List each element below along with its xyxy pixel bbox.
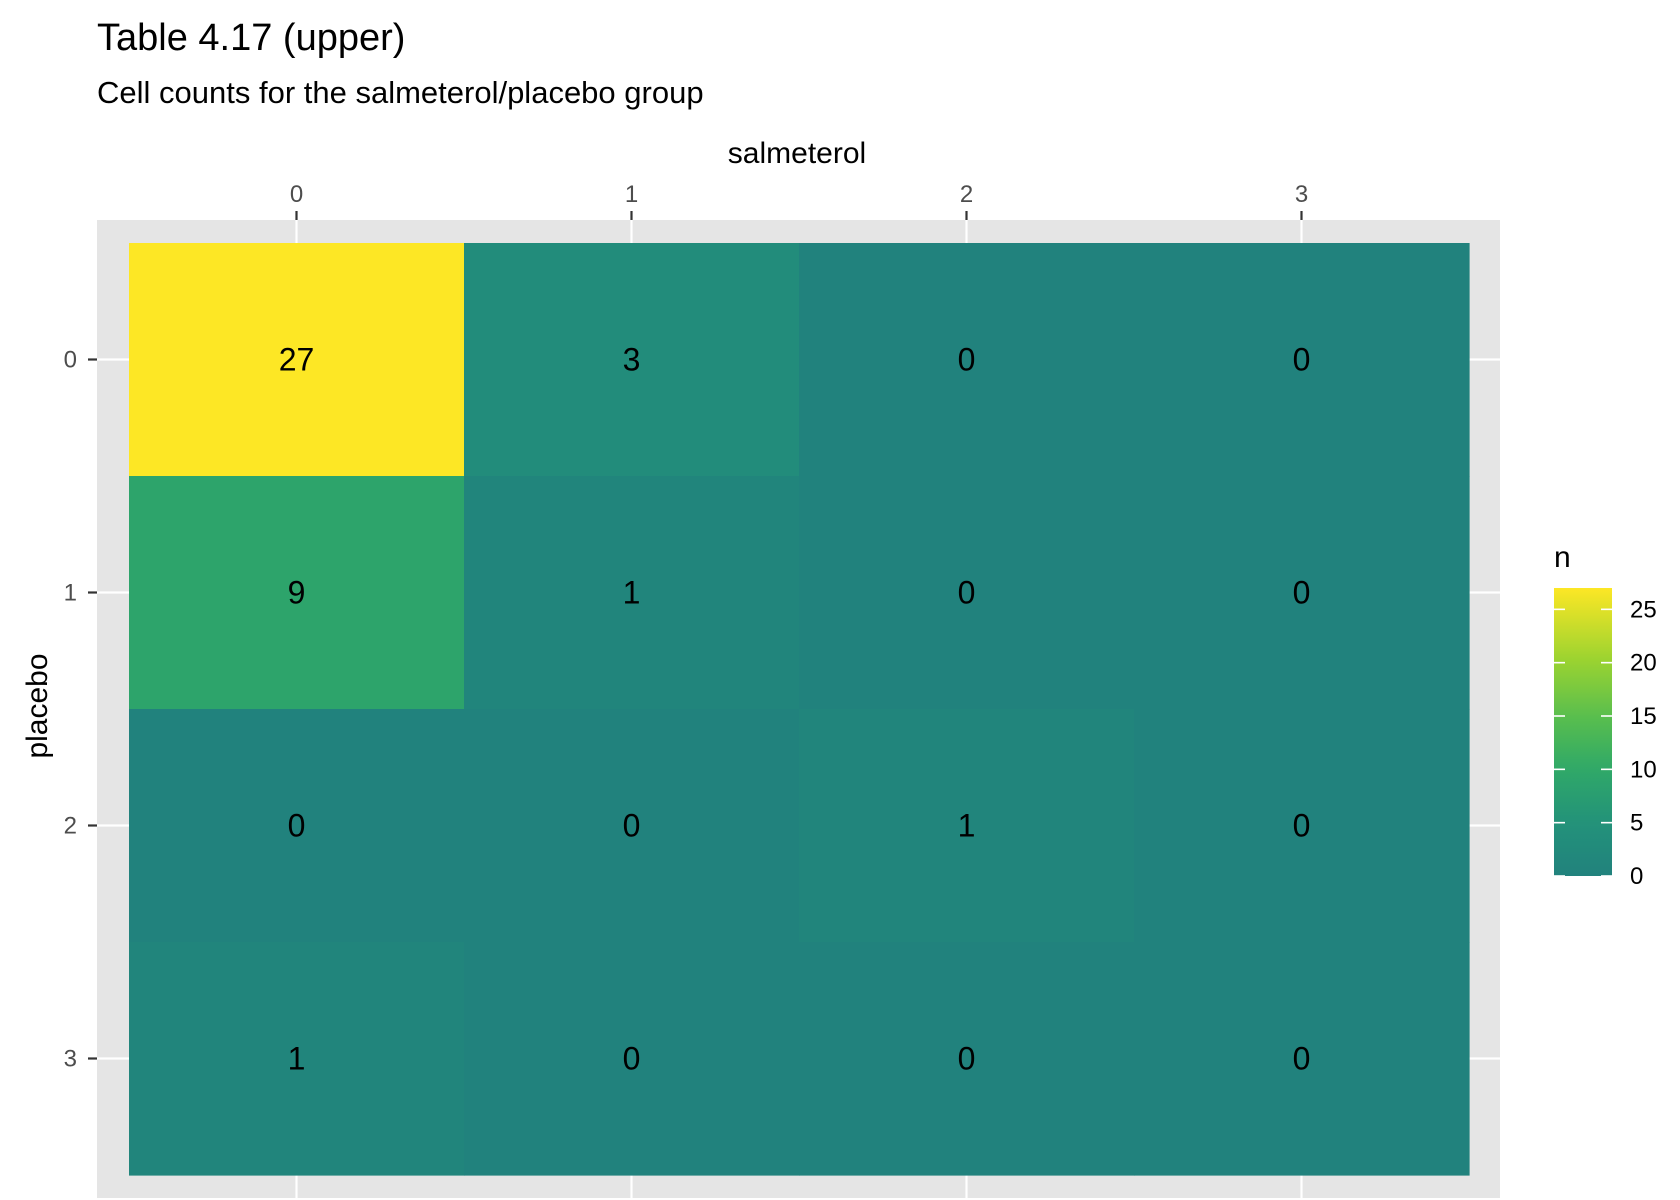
x-tick-label: 2 (960, 181, 973, 208)
cell-label: 0 (958, 575, 976, 611)
cell-label: 27 (279, 342, 315, 378)
heatmap-cell (129, 942, 465, 1176)
x-tick-label: 3 (1295, 181, 1308, 208)
cell-label: 0 (1293, 342, 1311, 378)
heatmap-cell (464, 243, 800, 477)
cell-label: 0 (958, 1041, 976, 1077)
cell-label: 0 (1293, 808, 1311, 844)
heatmap-cell (1134, 942, 1470, 1176)
x-axis: 0 1 2 3 (290, 181, 1308, 220)
plot-panel: 27 3 0 0 9 1 0 0 0 0 1 0 1 0 0 0 (97, 220, 1500, 1198)
heatmap-cell (799, 243, 1135, 477)
legend-colorbar (1554, 588, 1612, 876)
chart-title: Table 4.17 (upper) (97, 17, 405, 59)
y-axis: 0 1 2 3 (64, 347, 97, 1073)
y-tick-label: 2 (64, 813, 77, 840)
legend-tick-label: 5 (1630, 810, 1643, 837)
heatmap-cell (1134, 243, 1470, 477)
cell-label: 0 (1293, 575, 1311, 611)
heatmap-cell (464, 942, 800, 1176)
heatmap-cell (799, 476, 1135, 710)
heatmap-cell (464, 709, 800, 943)
y-tick-label: 3 (64, 1046, 77, 1073)
legend-tick-label: 0 (1630, 863, 1643, 890)
legend-tick-label: 15 (1630, 703, 1657, 730)
y-tick-label: 0 (64, 347, 77, 374)
y-axis-title: placebo (21, 653, 54, 758)
x-tick-label: 0 (290, 181, 303, 208)
heatmap-cell (464, 476, 800, 710)
cell-label: 0 (623, 1041, 641, 1077)
legend-tick-label: 25 (1630, 596, 1657, 623)
cell-label: 0 (288, 808, 306, 844)
heatmap-cell (129, 476, 465, 710)
heatmap-cell (799, 709, 1135, 943)
cell-label: 0 (623, 808, 641, 844)
y-tick-label: 1 (64, 580, 77, 607)
heatmap-cell (129, 243, 465, 477)
cell-label: 1 (623, 575, 641, 611)
cell-label: 9 (288, 575, 306, 611)
cell-label: 1 (288, 1041, 306, 1077)
legend-title: n (1554, 541, 1571, 574)
heatmap-cell (1134, 476, 1470, 710)
cell-label: 3 (623, 342, 641, 378)
x-axis-title: salmeterol (728, 137, 866, 170)
legend-tick-label: 20 (1630, 650, 1657, 677)
heatmap-cell (1134, 709, 1470, 943)
chart-subtitle: Cell counts for the salmeterol/placebo g… (97, 75, 704, 110)
x-tick-label: 1 (625, 181, 638, 208)
cell-label: 0 (1293, 1041, 1311, 1077)
legend-tick-label: 10 (1630, 756, 1657, 783)
heatmap-cell (799, 942, 1135, 1176)
heatmap-cell (129, 709, 465, 943)
legend: n 0 5 10 15 20 25 (1554, 541, 1657, 890)
cell-label: 0 (958, 342, 976, 378)
cell-label: 1 (958, 808, 976, 844)
